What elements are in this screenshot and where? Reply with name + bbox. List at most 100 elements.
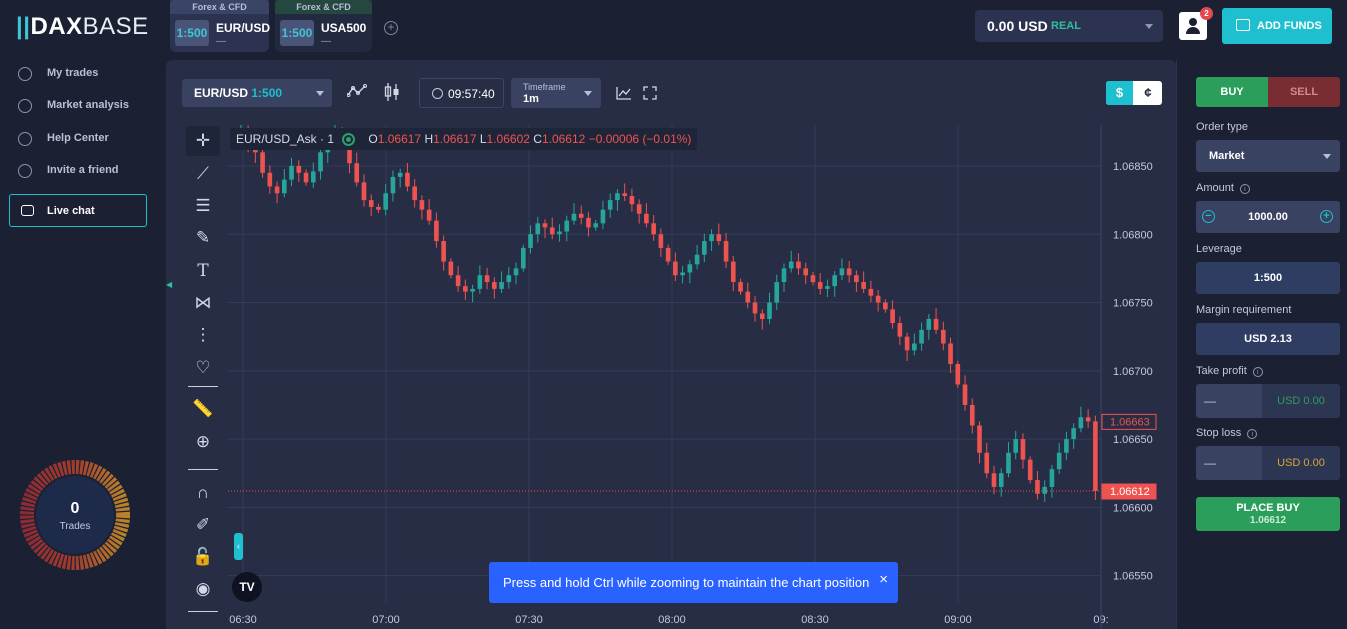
currency-toggle[interactable]: $ ¢: [1106, 81, 1162, 105]
candle-body: [419, 200, 425, 210]
tradingview-logo[interactable]: TV: [232, 572, 262, 602]
eye-icon[interactable]: ◉: [195, 579, 211, 598]
candle-body: [991, 473, 997, 487]
leverage-value: 1:500: [1253, 272, 1283, 284]
asset-tab-usa500[interactable]: Forex & CFD 1:500 USA500 —: [275, 0, 372, 52]
price-marker-label: 1.06663: [1110, 416, 1150, 428]
close-icon[interactable]: ×: [879, 571, 888, 588]
candle-body: [933, 318, 939, 330]
candle-body: [455, 275, 461, 287]
line-chart-icon[interactable]: [616, 86, 632, 104]
candle-body: [412, 186, 417, 201]
add-tab-icon[interactable]: +: [384, 21, 398, 35]
timeframe-selector[interactable]: Timeframe 1m: [511, 78, 601, 108]
place-buy-button[interactable]: PLACE BUY 1.06612: [1196, 497, 1340, 531]
candle-body: [665, 247, 671, 262]
candle-body: [948, 343, 953, 364]
indicators-icon[interactable]: [346, 84, 367, 102]
logo[interactable]: ||DAXBASE: [16, 13, 149, 40]
stop-loss-toggle[interactable]: —: [1196, 446, 1262, 480]
sell-button[interactable]: SELL: [1268, 77, 1340, 107]
order-type-select[interactable]: Market: [1196, 140, 1340, 172]
trades-ring: 0 Trades: [18, 458, 132, 572]
candle-body: [673, 261, 678, 276]
add-funds-button[interactable]: ADD FUNDS: [1222, 8, 1332, 44]
info-icon[interactable]: i: [1247, 429, 1258, 439]
collapse-toolbar-button[interactable]: ‹: [234, 533, 243, 560]
candle-body: [825, 286, 830, 289]
fib-lines-icon[interactable]: ☰: [195, 196, 211, 215]
timeframe-value: 1m: [523, 93, 539, 105]
brush-icon[interactable]: ✎: [195, 228, 211, 247]
analysis-icon: [18, 99, 32, 113]
legend-open: 1.06617: [377, 132, 422, 146]
take-profit-toggle[interactable]: —: [1196, 384, 1262, 418]
currency-dollar-button[interactable]: $: [1106, 81, 1133, 105]
candle-body: [477, 275, 483, 289]
zoom-in-icon[interactable]: ⊕: [195, 432, 211, 451]
stop-loss-value[interactable]: USD 0.00: [1262, 446, 1340, 480]
legend-high: 1.06617: [433, 132, 477, 146]
candle-body: [817, 282, 823, 289]
candle-body: [796, 261, 801, 269]
trend-line-icon[interactable]: ⟋: [197, 164, 209, 183]
asset-tab-eurusd[interactable]: Forex & CFD 1:500 EUR/USD —: [170, 0, 271, 52]
live-chat-button[interactable]: Live chat: [9, 194, 147, 227]
trades-count: 0: [70, 500, 80, 517]
candle-body: [861, 282, 866, 289]
symbol-name: EUR/USD: [194, 86, 249, 100]
invite-icon: [18, 164, 32, 178]
symbol-selector[interactable]: EUR/USD 1:500: [182, 79, 332, 107]
candle-body: [846, 268, 852, 276]
pattern-icon[interactable]: ⋈: [194, 293, 212, 312]
candle-body: [709, 234, 714, 242]
minus-icon[interactable]: −: [1202, 210, 1215, 223]
balance-selector[interactable]: 0.00 USD REAL: [975, 10, 1163, 42]
crosshair-icon[interactable]: ✛: [186, 126, 220, 156]
candle-body: [1078, 417, 1084, 429]
sidebar-item-label: Market analysis: [47, 99, 129, 111]
stop-loss-field[interactable]: — USD 0.00: [1196, 446, 1340, 480]
fullscreen-icon[interactable]: [643, 86, 657, 104]
y-tick-label: 1.06700: [1113, 366, 1153, 378]
price-chart[interactable]: 1.06850 1.06800 1.06750 1.06700 1.06650 1.066…: [228, 125, 1176, 629]
take-profit-field[interactable]: — USD 0.00: [1196, 384, 1340, 418]
candle-body: [434, 220, 439, 242]
place-buy-price: 1.06612: [1249, 515, 1287, 526]
x-tick-label: 07:30: [515, 614, 543, 626]
user-icon: [1189, 18, 1197, 26]
candle-body: [426, 209, 432, 221]
amount-label: Amount i: [1196, 182, 1250, 194]
asset-symbol: EUR/USD: [216, 21, 271, 35]
legend-c-label: C: [533, 132, 542, 146]
buy-button[interactable]: BUY: [1196, 77, 1268, 107]
lock-drawing-icon[interactable]: ✐: [195, 515, 211, 534]
user-icon-body: [1186, 27, 1200, 34]
take-profit-value[interactable]: USD 0.00: [1262, 384, 1340, 418]
candles-icon[interactable]: [384, 82, 400, 106]
x-tick-label: 06:30: [229, 614, 257, 626]
candle-body: [376, 206, 381, 210]
projection-icon[interactable]: ⋮: [194, 325, 212, 344]
expand-sidebar-icon[interactable]: ◀: [166, 280, 173, 289]
sidebar-item-label: My trades: [47, 67, 99, 79]
candle-body: [274, 186, 280, 194]
currency-cent-button[interactable]: ¢: [1144, 85, 1152, 100]
candle-body: [383, 193, 389, 210]
y-tick-label: 1.06550: [1113, 571, 1153, 583]
amount-value[interactable]: 1000.00: [1248, 211, 1288, 223]
candle-body: [868, 288, 874, 296]
candle-body: [1042, 486, 1048, 494]
ruler-icon[interactable]: 📏: [192, 399, 214, 418]
info-icon[interactable]: i: [1252, 367, 1263, 377]
heart-icon[interactable]: ♡: [195, 358, 211, 377]
magnet-icon[interactable]: ∩: [196, 483, 210, 502]
trade-panel: BUY SELL Order type Market Amount i − 100…: [1176, 60, 1347, 629]
lock-icon[interactable]: 🔓: [192, 547, 214, 566]
asset-category: Forex & CFD: [170, 0, 269, 14]
info-icon[interactable]: i: [1239, 184, 1250, 194]
plus-icon[interactable]: +: [1320, 210, 1333, 223]
amount-stepper[interactable]: − 1000.00 +: [1196, 201, 1340, 233]
text-tool-icon[interactable]: T: [197, 261, 209, 281]
legend-change: −0.00006 (−0.01%): [588, 132, 692, 146]
